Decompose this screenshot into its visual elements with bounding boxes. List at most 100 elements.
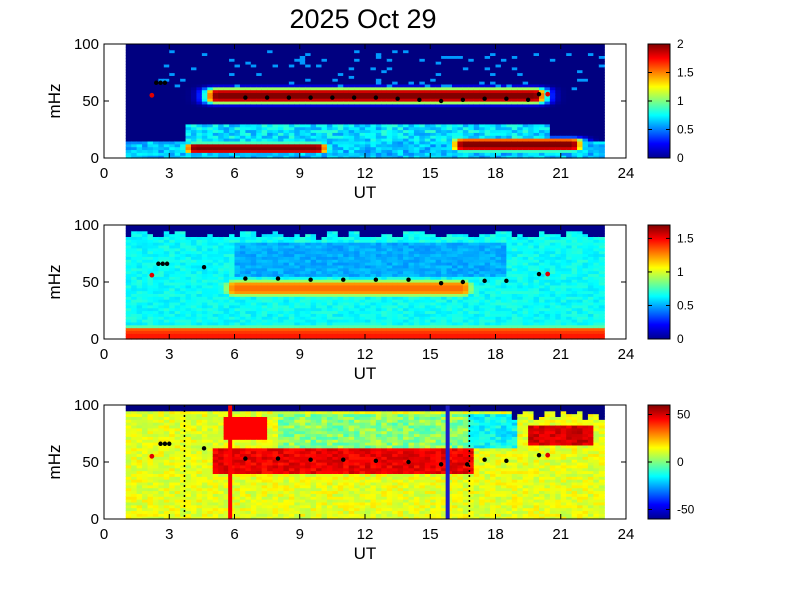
heatmap-cell bbox=[163, 256, 170, 260]
heatmap-cell bbox=[191, 83, 198, 88]
heatmap-cell bbox=[196, 262, 203, 266]
heatmap-cell bbox=[185, 262, 192, 266]
heatmap-cell bbox=[506, 75, 513, 79]
heatmap-cell bbox=[522, 126, 529, 131]
heatmap-cell bbox=[587, 72, 594, 76]
heatmap-cell bbox=[245, 103, 252, 108]
heatmap-cell bbox=[511, 143, 518, 148]
heatmap-cell bbox=[506, 155, 513, 159]
heatmap-cell bbox=[272, 316, 279, 320]
heatmap-cell bbox=[142, 78, 149, 82]
heatmap-cell bbox=[337, 112, 344, 116]
heatmap-cell bbox=[152, 287, 159, 292]
heatmap-cell bbox=[566, 63, 573, 68]
heatmap-cell bbox=[207, 138, 214, 142]
marker-black bbox=[308, 95, 313, 100]
heatmap-cell bbox=[419, 135, 426, 139]
heatmap-cell bbox=[370, 81, 377, 85]
heatmap-cell bbox=[196, 296, 203, 300]
heatmap-cell bbox=[267, 256, 274, 260]
heatmap-cell bbox=[566, 101, 573, 105]
heatmap-cell bbox=[212, 112, 219, 116]
heatmap-cell bbox=[201, 115, 208, 119]
heatmap-cell bbox=[212, 49, 219, 54]
heatmap-cell bbox=[359, 143, 366, 148]
heatmap-cell bbox=[283, 72, 290, 76]
y-tick-label: 100 bbox=[74, 36, 99, 53]
heatmap-cell bbox=[354, 146, 361, 151]
heatmap-cell bbox=[424, 83, 431, 88]
heatmap-cell bbox=[452, 152, 459, 156]
heatmap-cell bbox=[468, 44, 475, 48]
heatmap-cell bbox=[174, 55, 181, 59]
heatmap-cell bbox=[473, 44, 480, 48]
heatmap-cell bbox=[473, 112, 480, 116]
heatmap-cell bbox=[234, 321, 241, 326]
heatmap-cell bbox=[457, 149, 464, 153]
heatmap-cell bbox=[229, 92, 236, 96]
heatmap-cell bbox=[245, 267, 252, 272]
heatmap-cell bbox=[305, 55, 312, 59]
heatmap-cell bbox=[180, 310, 187, 314]
heatmap-cell bbox=[517, 44, 524, 48]
heatmap-cell bbox=[185, 75, 192, 79]
heatmap-cell bbox=[555, 118, 562, 122]
heatmap-cell bbox=[180, 324, 187, 329]
heatmap-cell bbox=[495, 155, 502, 159]
heatmap-cell bbox=[522, 123, 529, 128]
heatmap-cell bbox=[457, 63, 464, 68]
heatmap-cell bbox=[549, 112, 556, 116]
heatmap-cell bbox=[256, 138, 263, 142]
heatmap-cell bbox=[288, 98, 295, 102]
heatmap-cell bbox=[234, 284, 241, 289]
heatmap-cell bbox=[566, 92, 573, 96]
heatmap-cell bbox=[288, 78, 295, 82]
heatmap-cell bbox=[326, 75, 333, 79]
heatmap-cell bbox=[207, 109, 214, 113]
heatmap-cell bbox=[587, 140, 594, 145]
heatmap-cell bbox=[522, 69, 529, 74]
heatmap-cell bbox=[299, 103, 306, 108]
heatmap-cell bbox=[136, 66, 143, 71]
heatmap-cell bbox=[169, 276, 176, 280]
heatmap-cell bbox=[125, 86, 132, 91]
heatmap-cell bbox=[337, 149, 344, 153]
heatmap-cell bbox=[473, 89, 480, 94]
heatmap-cell bbox=[473, 86, 480, 91]
heatmap-cell bbox=[310, 106, 317, 111]
heatmap-cell bbox=[207, 327, 214, 332]
heatmap-cell bbox=[560, 146, 567, 151]
heatmap-cell bbox=[185, 132, 192, 136]
heatmap-cell bbox=[223, 313, 230, 317]
heatmap-cell bbox=[207, 46, 214, 51]
heatmap-cell bbox=[321, 92, 328, 96]
heatmap-cell bbox=[207, 259, 214, 263]
heatmap-cell bbox=[180, 46, 187, 51]
heatmap-cell bbox=[528, 143, 535, 148]
heatmap-cell bbox=[294, 72, 301, 76]
heatmap-cell bbox=[446, 75, 453, 79]
heatmap-cell bbox=[174, 276, 181, 280]
heatmap-cell bbox=[468, 120, 475, 125]
heatmap-cell bbox=[278, 101, 285, 105]
heatmap-cell bbox=[490, 52, 497, 56]
heatmap-cell bbox=[539, 103, 546, 108]
heatmap-cell bbox=[136, 290, 143, 294]
heatmap-cell bbox=[174, 233, 181, 237]
heatmap-cell bbox=[326, 72, 333, 76]
heatmap-cell bbox=[147, 75, 154, 79]
heatmap-cell bbox=[218, 336, 225, 340]
heatmap-cell bbox=[229, 299, 236, 303]
heatmap-cell bbox=[212, 149, 219, 153]
heatmap-cell bbox=[598, 58, 605, 62]
heatmap-cell bbox=[430, 55, 437, 59]
heatmap-cell bbox=[218, 316, 225, 320]
heatmap-cell bbox=[261, 155, 268, 159]
heatmap-cell bbox=[337, 95, 344, 99]
heatmap-cell bbox=[288, 123, 295, 128]
heatmap-cell bbox=[424, 138, 431, 142]
heatmap-cell bbox=[196, 61, 203, 65]
heatmap-cell bbox=[528, 132, 535, 136]
heatmap-cell bbox=[424, 86, 431, 91]
heatmap-cell bbox=[261, 69, 268, 74]
